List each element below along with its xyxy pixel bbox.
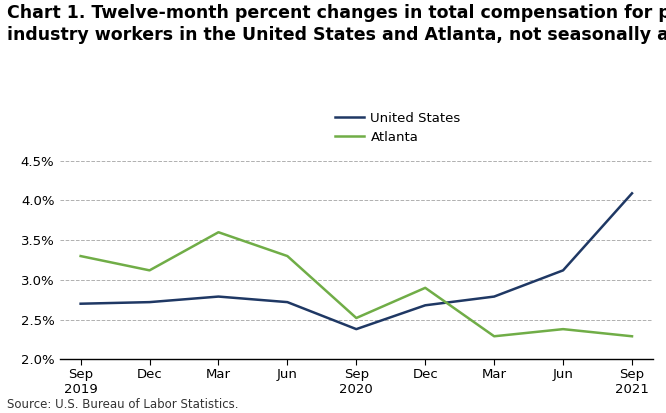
Text: Source: U.S. Bureau of Labor Statistics.: Source: U.S. Bureau of Labor Statistics. <box>7 398 238 411</box>
Text: Chart 1. Twelve-month percent changes in total compensation for private
industry: Chart 1. Twelve-month percent changes in… <box>7 4 666 44</box>
Legend: United States, Atlanta: United States, Atlanta <box>335 112 461 144</box>
